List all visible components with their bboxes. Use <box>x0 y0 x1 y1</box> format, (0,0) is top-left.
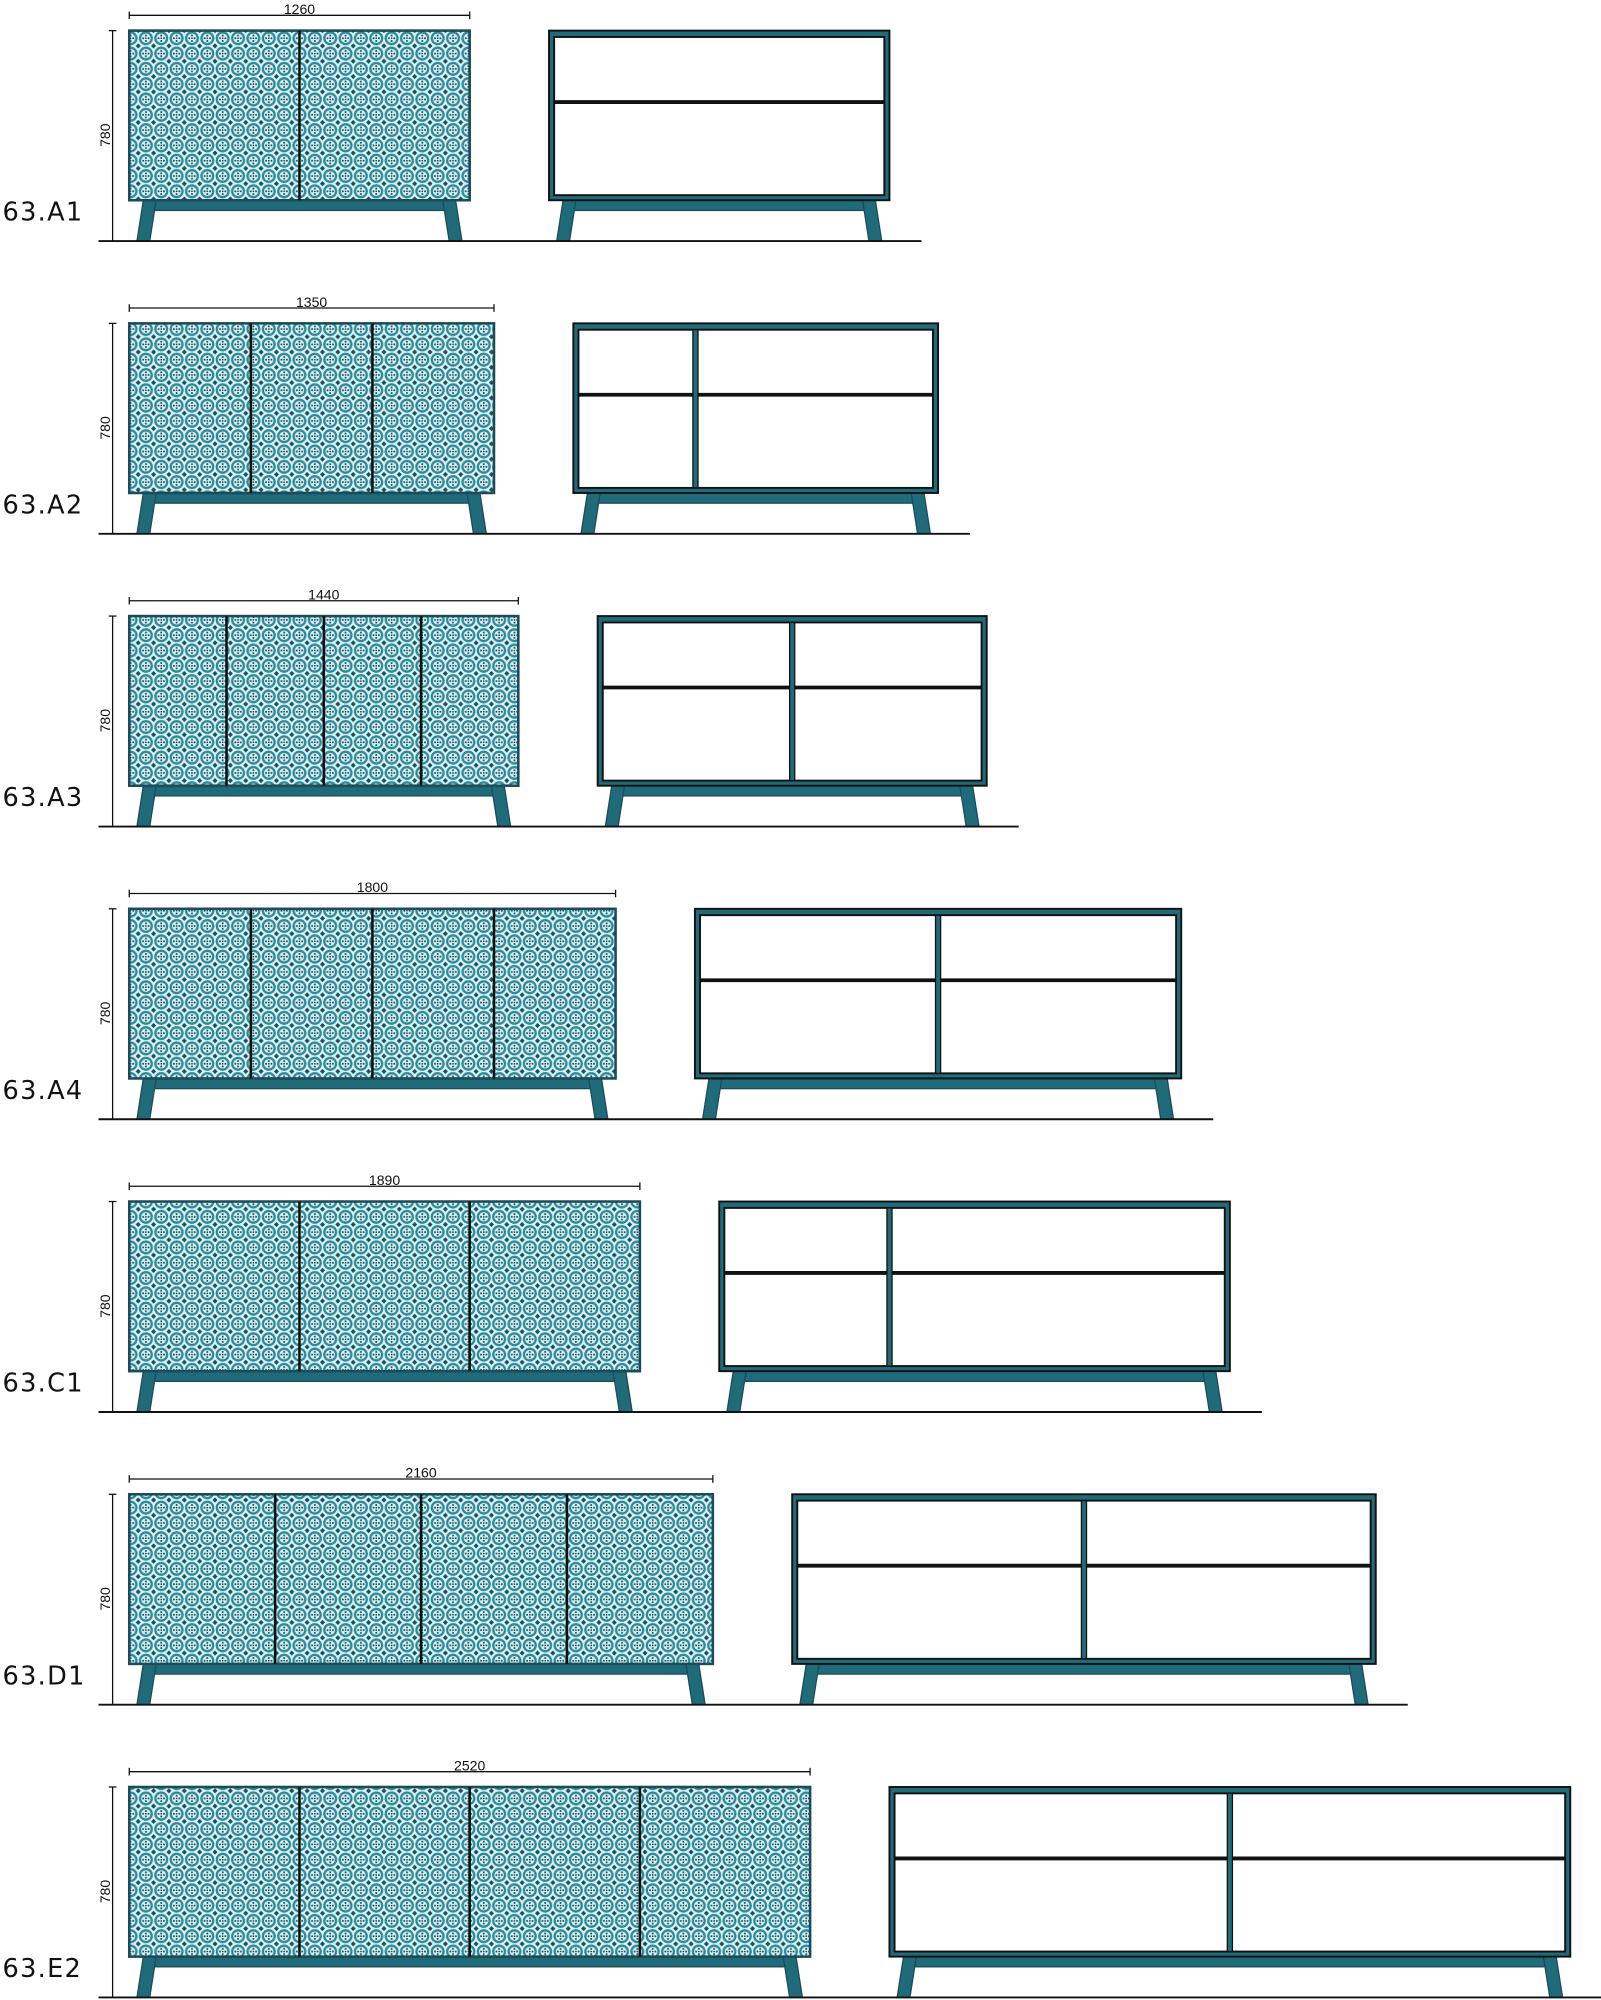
model-code: 63.A4 <box>3 1076 84 1106</box>
leg-left <box>136 785 157 828</box>
leg-left <box>701 1077 723 1120</box>
plinth <box>143 199 455 212</box>
leg-right <box>910 492 932 535</box>
vertical-divider <box>1080 1500 1088 1660</box>
width-label: 1350 <box>296 294 327 310</box>
model-row: 2160 780 63.D1 <box>3 1465 1408 1706</box>
vertical-divider <box>1226 1792 1234 1953</box>
leg-left <box>555 199 577 242</box>
leg-right <box>1202 1370 1223 1413</box>
front-view-doors <box>127 1200 642 1373</box>
width-label: 2160 <box>405 1465 436 1481</box>
leg-right <box>1348 1663 1369 1706</box>
height-label: 780 <box>97 1587 113 1611</box>
leg-right <box>466 492 488 535</box>
leg-left <box>136 1370 157 1413</box>
model-row: 1890 780 63.C1 <box>3 1172 1262 1413</box>
height-label: 780 <box>97 1002 113 1026</box>
model-code: 63.A3 <box>3 783 84 813</box>
height-label: 780 <box>97 123 113 147</box>
height-label: 780 <box>97 416 113 440</box>
model-code: 63.D1 <box>3 1661 86 1691</box>
leg-right <box>782 1955 804 1999</box>
plinth <box>733 1370 1216 1383</box>
interior-view-cavity <box>553 36 886 197</box>
leg-left <box>799 1663 820 1706</box>
height-label: 780 <box>97 1880 113 1904</box>
model-row: 2520 780 63.E2 <box>3 1757 1601 1999</box>
plinth <box>143 1663 699 1675</box>
front-view-doors <box>127 322 496 495</box>
leg-right <box>612 1370 633 1413</box>
leg-right <box>1542 1955 1564 1999</box>
width-label: 1800 <box>357 879 388 895</box>
leg-right <box>861 199 883 242</box>
plinth <box>612 785 972 797</box>
height-label: 780 <box>97 1294 113 1318</box>
leg-left <box>136 199 157 242</box>
plinth <box>709 1077 1167 1090</box>
leg-left <box>604 785 626 828</box>
width-label: 1890 <box>369 1172 400 1188</box>
leg-right <box>587 1077 609 1120</box>
leg-left <box>136 492 157 535</box>
plinth <box>143 1955 796 1968</box>
model-code: 63.A1 <box>3 198 84 228</box>
height-label: 780 <box>97 709 113 733</box>
leg-right <box>959 785 980 828</box>
leg-right <box>1153 1077 1175 1120</box>
plinth <box>143 1370 626 1383</box>
vertical-divider <box>934 914 942 1074</box>
plinth <box>143 785 504 797</box>
leg-left <box>136 1663 157 1706</box>
leg-right <box>490 785 512 828</box>
width-label: 2520 <box>454 1757 485 1773</box>
plinth <box>143 492 480 504</box>
leg-left <box>726 1370 747 1413</box>
model-row: 1440 780 63.A3 <box>3 587 1019 828</box>
vertical-divider <box>886 1207 893 1367</box>
leg-left <box>896 1955 918 1999</box>
width-label: 1260 <box>284 1 315 17</box>
leg-right <box>685 1663 706 1706</box>
plinth <box>904 1955 1556 1968</box>
vertical-divider <box>692 329 699 489</box>
model-row: 1800 780 63.A4 <box>3 879 1214 1121</box>
width-label: 1440 <box>308 587 339 603</box>
plinth <box>588 492 924 504</box>
interior-view-cavity <box>577 328 934 489</box>
model-row: 1350 780 63.A2 <box>3 294 971 535</box>
plinth <box>563 199 875 212</box>
interior-view-cavity <box>723 1206 1226 1368</box>
plinth <box>143 1077 601 1090</box>
leg-left <box>136 1955 157 1999</box>
model-code: 63.E2 <box>3 1954 83 1984</box>
plinth <box>806 1663 1362 1675</box>
leg-left <box>580 492 601 535</box>
model-code: 63.A2 <box>3 490 84 520</box>
model-row: 1260 780 63.A1 <box>3 1 922 243</box>
model-code: 63.C1 <box>3 1369 84 1399</box>
leg-right <box>442 199 463 242</box>
vertical-divider <box>788 621 796 782</box>
leg-left <box>136 1077 157 1120</box>
